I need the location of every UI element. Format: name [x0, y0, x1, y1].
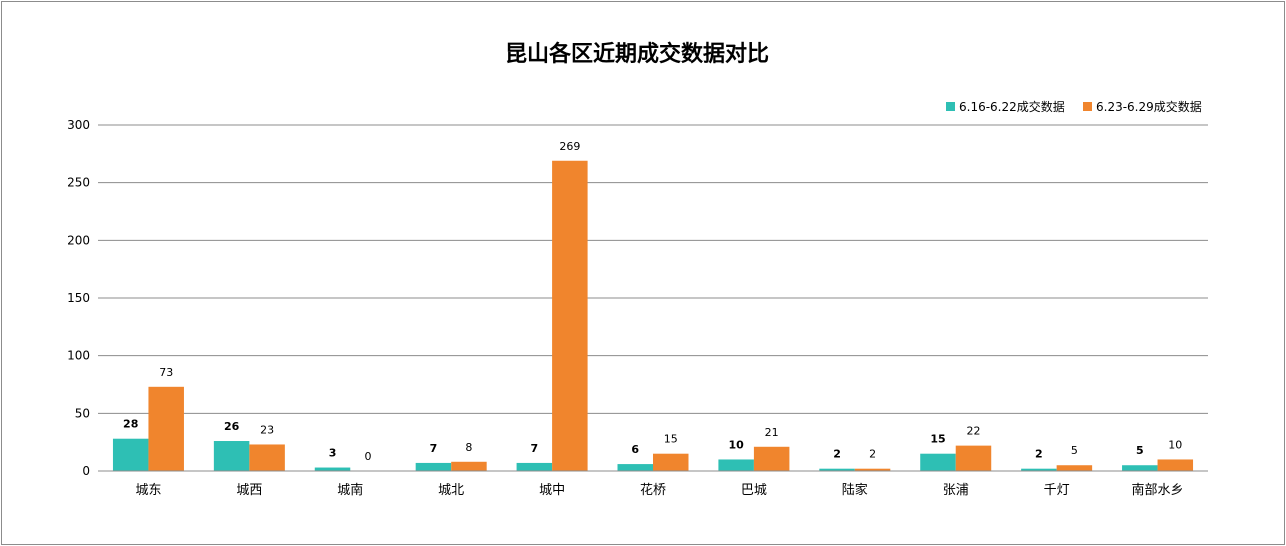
bar-2 [753, 446, 790, 471]
bar-2 [1056, 465, 1093, 471]
bar-2 [249, 444, 285, 471]
bar-1 [415, 462, 452, 471]
legend-label: 6.23-6.29成交数据 [1096, 99, 1202, 114]
bar-1 [920, 453, 956, 471]
data-label: 15 [664, 433, 678, 446]
x-tick-label: 张浦 [943, 483, 969, 498]
bar-1 [617, 464, 653, 471]
data-label: 269 [559, 140, 580, 153]
y-tick-label: 300 [67, 118, 90, 132]
bar-1 [1122, 465, 1158, 471]
gridlines [98, 124, 1208, 472]
data-label: 0 [365, 450, 372, 463]
x-tick-label: 南部水乡 [1132, 482, 1184, 498]
data-label: 2 [833, 448, 841, 461]
x-tick-label: 巴城 [741, 483, 767, 498]
bar-1 [516, 462, 553, 471]
y-tick-label: 200 [67, 233, 90, 247]
data-label: 7 [531, 442, 539, 455]
bar-2 [653, 453, 689, 471]
bar-1 [314, 467, 351, 471]
x-axis: 城东 城西 城南 城北 城中 花桥 巴城 陆家 张浦 千灯 南部水乡 [98, 470, 1208, 498]
y-tick-label: 100 [67, 349, 90, 363]
x-tick-label: 千灯 [1044, 483, 1070, 498]
data-label: 23 [260, 423, 274, 436]
data-label: 10 [1168, 438, 1182, 451]
data-label: 5 [1136, 444, 1144, 457]
x-tick-label: 城中 [539, 483, 565, 498]
data-label: 22 [966, 425, 980, 438]
data-label: 2 [1035, 448, 1043, 461]
data-label: 21 [765, 426, 779, 439]
bar-2 [552, 160, 588, 471]
data-label: 73 [159, 366, 173, 379]
data-label: 10 [729, 438, 745, 451]
x-tick-label: 陆家 [842, 482, 868, 498]
x-tick-label: 城北 [438, 483, 464, 498]
bar-1 [213, 441, 250, 471]
data-label: 8 [465, 441, 472, 454]
bar-1 [1021, 468, 1057, 471]
data-label: 6 [631, 443, 639, 456]
bar-1 [819, 468, 855, 471]
y-tick-label: 250 [67, 176, 90, 190]
legend-swatch [946, 102, 955, 111]
bar-2 [854, 468, 891, 471]
x-tick-label: 城西 [236, 483, 262, 498]
legend: 6.16-6.22成交数据 6.23-6.29成交数据 [946, 99, 1202, 114]
data-label: 3 [329, 447, 337, 460]
bar-2 [451, 461, 487, 471]
data-label: 5 [1071, 444, 1078, 457]
data-label: 26 [224, 420, 240, 433]
data-label: 15 [930, 433, 945, 446]
chart-title: 昆山各区近期成交数据对比 [505, 41, 769, 67]
legend-label: 6.16-6.22成交数据 [959, 99, 1065, 114]
data-label: 2 [869, 448, 876, 461]
legend-swatch [1083, 102, 1092, 111]
bar-1 [112, 438, 149, 471]
y-tick-label: 50 [75, 406, 90, 420]
bar-2 [1157, 459, 1194, 471]
data-label: 7 [430, 442, 438, 455]
x-tick-label: 城南 [337, 482, 363, 498]
bar-1 [718, 459, 754, 471]
bar-2 [955, 445, 992, 471]
bars [112, 160, 1194, 471]
y-axis: 0 50 100 150 200 250 300 [67, 118, 90, 478]
data-label: 28 [123, 418, 138, 431]
x-tick-label: 花桥 [640, 482, 666, 498]
y-tick-label: 0 [82, 464, 90, 478]
x-tick-label: 城东 [135, 483, 161, 498]
y-tick-label: 150 [67, 291, 90, 305]
bar-2 [148, 386, 184, 471]
